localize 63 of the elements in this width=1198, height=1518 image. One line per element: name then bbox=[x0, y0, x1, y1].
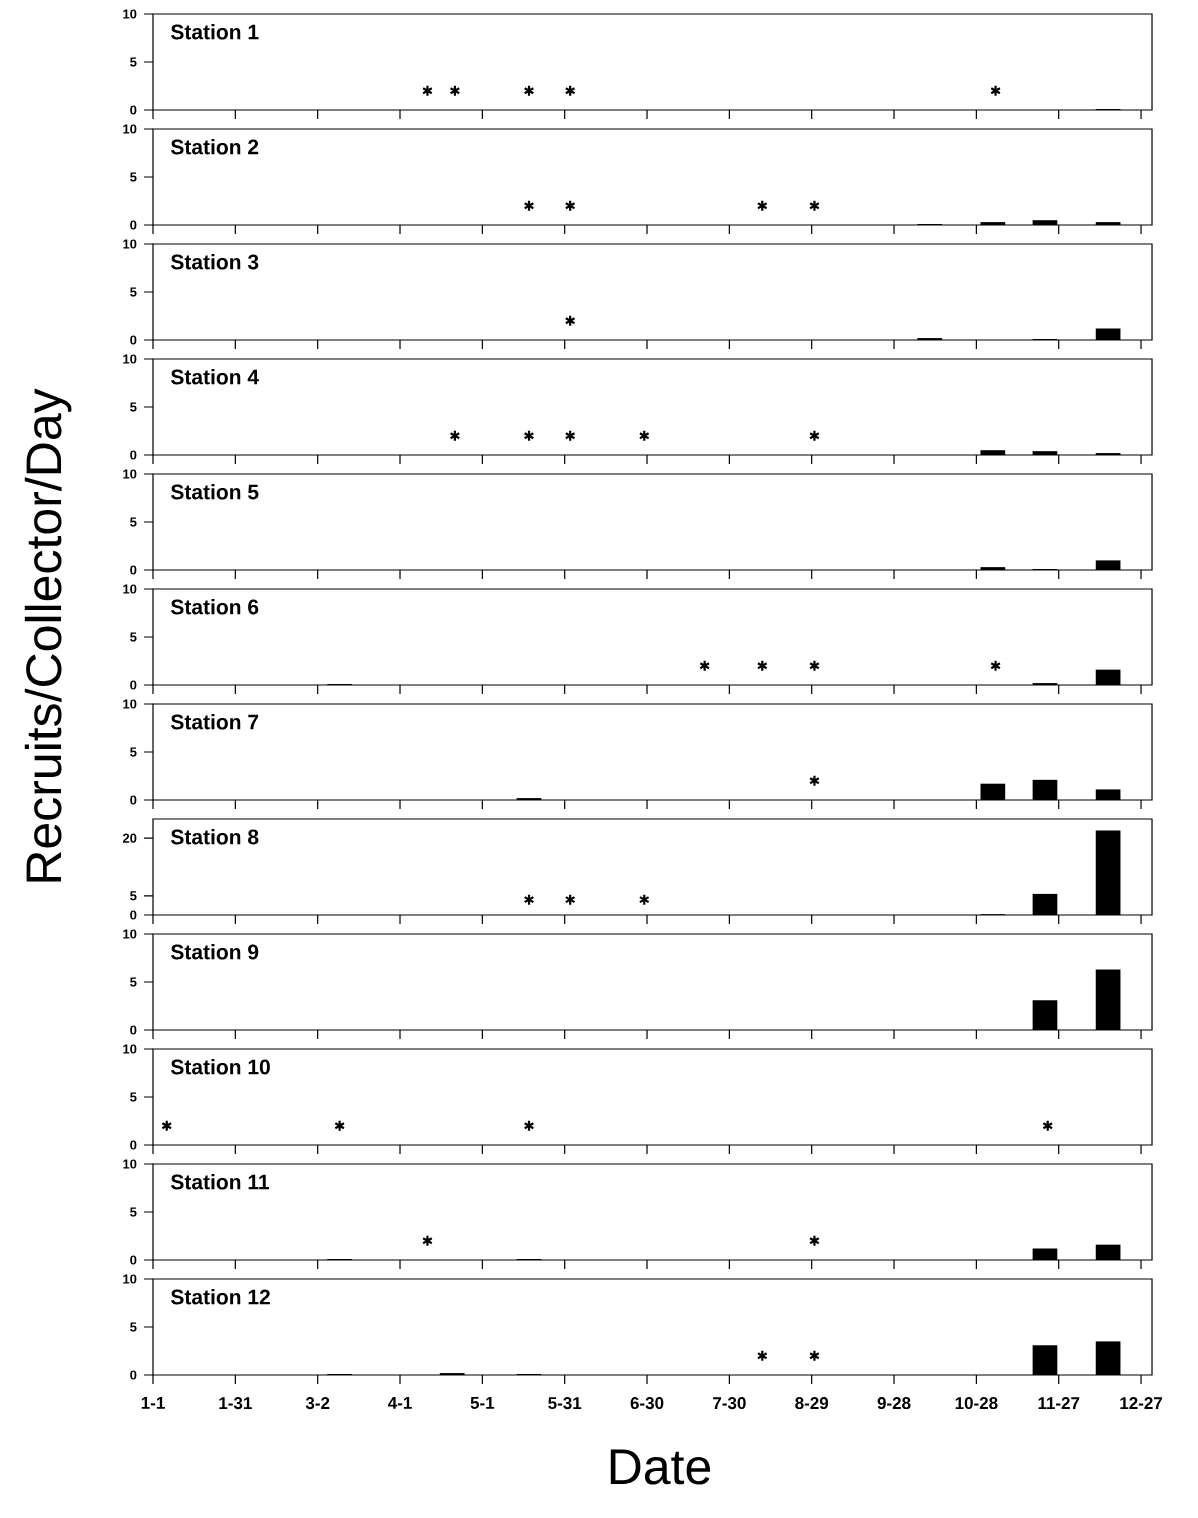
chart-title: Station 10 bbox=[170, 1059, 270, 1075]
y-tick-label: 5 bbox=[130, 1092, 137, 1102]
y-tick-label: 0 bbox=[130, 795, 137, 805]
chart-title: Station 12 bbox=[170, 1289, 270, 1305]
y-tick-label: 0 bbox=[130, 220, 137, 230]
chart-title: Station 9 bbox=[170, 944, 259, 960]
y-tick-label: 0 bbox=[130, 1370, 137, 1380]
x-tick-label: 1-1 bbox=[141, 1397, 165, 1409]
y-tick-label: 0 bbox=[130, 450, 137, 460]
chart-title: Station 6 bbox=[170, 599, 259, 615]
x-tick-label: 5-1 bbox=[470, 1397, 495, 1409]
y-tick-label: 0 bbox=[130, 335, 137, 345]
x-tick-label: 7-30 bbox=[713, 1397, 746, 1410]
y-tick-label: 0 bbox=[130, 1025, 137, 1035]
y-tick-label: 5 bbox=[130, 1322, 137, 1332]
x-tick-label: 6-30 bbox=[630, 1397, 664, 1410]
chart-title: Station 11 bbox=[170, 1174, 269, 1190]
x-tick-label: 3-2 bbox=[305, 1397, 330, 1410]
x-tick-label: 12-27 bbox=[1120, 1397, 1163, 1409]
chart-title: Station 1 bbox=[170, 24, 259, 40]
y-tick-label: 10 bbox=[123, 469, 137, 479]
x-tick-label: 11-27 bbox=[1038, 1397, 1080, 1409]
y-tick-label: 0 bbox=[130, 1255, 137, 1265]
y-tick-label: 10 bbox=[123, 9, 137, 19]
y-tick-label: 5 bbox=[130, 517, 137, 527]
x-tick-label: 5-31 bbox=[548, 1397, 582, 1410]
y-tick-label: 10 bbox=[123, 1159, 137, 1169]
y-tick-label: 0 bbox=[130, 105, 137, 115]
x-tick-label: 4-1 bbox=[387, 1397, 412, 1409]
chart-title: Station 3 bbox=[170, 254, 259, 270]
y-tick-label: 10 bbox=[123, 1274, 137, 1284]
x-axis-title: Date bbox=[610, 1449, 711, 1485]
y-tick-label: 5 bbox=[130, 632, 137, 642]
y-tick-label: 0 bbox=[130, 910, 137, 920]
y-tick-label: 10 bbox=[123, 929, 137, 939]
y-axis-title: Recruits/Collector/Day bbox=[24, 388, 72, 882]
y-tick-label: 5 bbox=[130, 172, 137, 182]
y-tick-label: 10 bbox=[123, 584, 137, 594]
chart-title: Station 4 bbox=[170, 369, 259, 385]
y-tick-label: 10 bbox=[123, 124, 137, 134]
x-tick-label: 10-28 bbox=[955, 1397, 998, 1410]
x-tick-label: 1-31 bbox=[219, 1397, 252, 1410]
chart-title: Station 5 bbox=[170, 484, 259, 500]
y-tick-label: 5 bbox=[130, 1207, 137, 1217]
y-tick-label: 5 bbox=[130, 977, 137, 987]
chart-title: Station 8 bbox=[170, 829, 259, 845]
y-tick-label: 5 bbox=[130, 747, 137, 757]
y-tick-label: 10 bbox=[123, 1044, 137, 1054]
y-tick-label: 0 bbox=[130, 1140, 137, 1150]
x-tick-label: 8-29 bbox=[795, 1397, 829, 1410]
y-tick-label: 0 bbox=[130, 680, 137, 690]
y-tick-label: 5 bbox=[130, 891, 137, 901]
chart-title: Station 7 bbox=[170, 714, 259, 730]
y-tick-label: 0 bbox=[130, 565, 137, 575]
chart-title: Station 2 bbox=[170, 139, 259, 155]
y-tick-label: 10 bbox=[123, 699, 137, 709]
y-tick-label: 5 bbox=[130, 287, 137, 297]
y-tick-label: 5 bbox=[130, 402, 137, 412]
y-tick-label: 20 bbox=[122, 833, 137, 843]
y-tick-label: 5 bbox=[130, 57, 137, 67]
y-tick-label: 10 bbox=[123, 354, 137, 364]
x-tick-label: 9-28 bbox=[877, 1397, 911, 1410]
y-tick-label: 10 bbox=[123, 239, 137, 249]
